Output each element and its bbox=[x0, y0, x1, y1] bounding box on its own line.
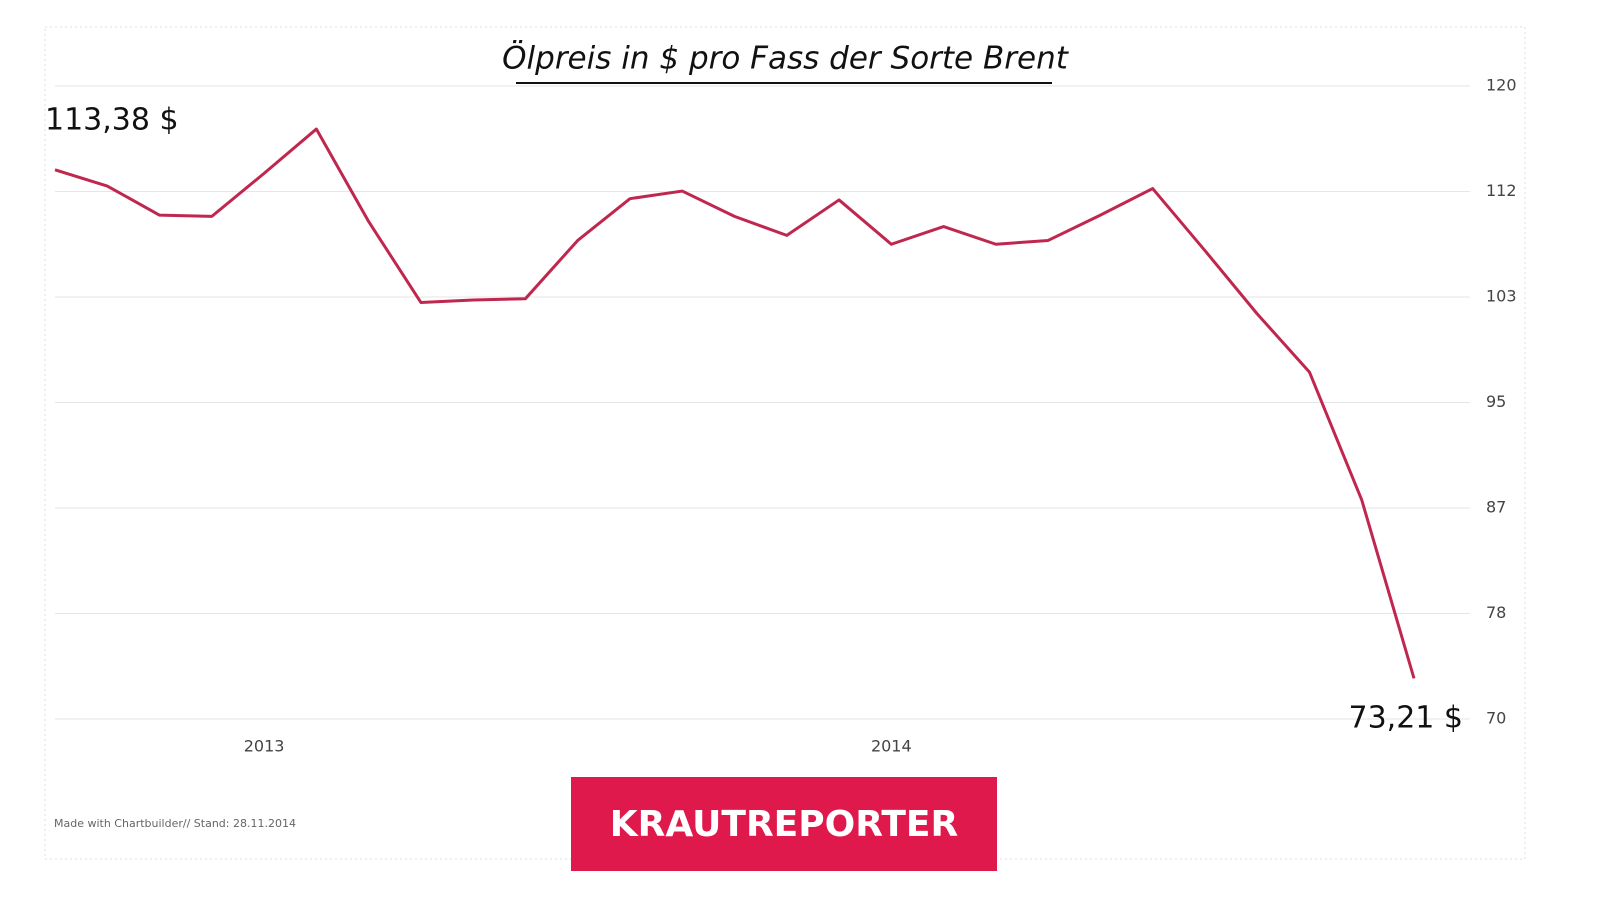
x-tick-label: 2013 bbox=[244, 737, 285, 756]
y-tick-label: 78 bbox=[1486, 603, 1506, 622]
x-tick-label: 2014 bbox=[871, 737, 912, 756]
frame bbox=[44, 26, 1526, 860]
y-tick-label: 103 bbox=[1486, 287, 1517, 306]
y-tick-label: 120 bbox=[1486, 76, 1517, 95]
y-tick-label: 95 bbox=[1486, 392, 1506, 411]
y-tick-label: 112 bbox=[1486, 181, 1517, 200]
data-label: 73,21 $ bbox=[1348, 701, 1463, 736]
logo: KRAUTREPORTER bbox=[610, 804, 958, 845]
source-note: Made with Chartbuilder// Stand: 28.11.20… bbox=[54, 817, 296, 830]
y-tick-label: 70 bbox=[1486, 709, 1506, 728]
y-tick-label: 87 bbox=[1486, 497, 1506, 516]
chart-title: Ölpreis in $ pro Fass der Sorte Brent bbox=[502, 40, 1070, 77]
data-label: 113,38 $ bbox=[45, 103, 179, 138]
logo-box bbox=[571, 777, 997, 871]
line bbox=[54, 127, 1416, 679]
